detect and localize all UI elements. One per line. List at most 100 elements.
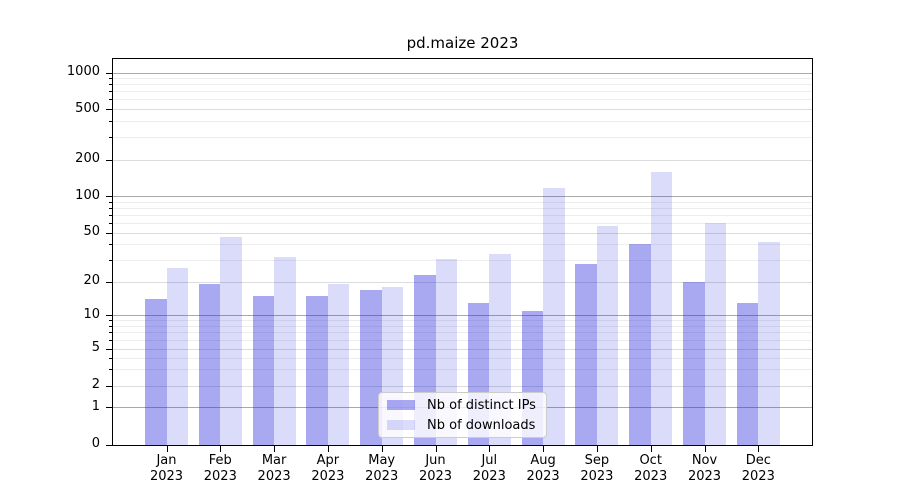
bar-downloads-mar (274, 256, 296, 445)
x-tick (274, 446, 276, 452)
y-tick-label: 200 (75, 151, 100, 166)
bar-distinct-ips-may (360, 289, 382, 445)
y-tick (106, 232, 113, 234)
y-tick (106, 407, 113, 408)
y-tick (106, 348, 113, 350)
x-tick-label: Jan 2023 (149, 453, 184, 484)
gridline-minor (113, 339, 812, 341)
legend-item-distinct-ips: Nb of distinct IPs (387, 396, 546, 414)
x-tick (327, 446, 329, 452)
gridline-sub (113, 281, 812, 283)
y-tick-label: 1000 (66, 64, 100, 79)
y-tick (106, 315, 113, 316)
x-tick-label: May 2023 (365, 453, 399, 484)
gridline-minor (113, 259, 812, 261)
y-minor-tick (109, 259, 113, 261)
y-tick-label: 50 (83, 224, 100, 239)
x-tick-label: Jul 2023 (472, 453, 506, 484)
y-minor-tick (109, 78, 113, 80)
y-tick (106, 281, 113, 283)
y-tick-label: 5 (91, 340, 100, 355)
y-minor-tick (109, 325, 113, 327)
y-tick-label: 10 (83, 306, 100, 322)
gridline-sub (113, 232, 812, 234)
bar-downloads-nov (704, 222, 726, 445)
gridline-sub (113, 109, 812, 110)
bar-distinct-ips-jan (145, 299, 167, 445)
bar-distinct-ips-mar (252, 295, 275, 445)
y-tick (106, 385, 113, 387)
y-minor-tick (109, 201, 113, 203)
x-tick-label: Sep 2023 (580, 453, 614, 484)
gridline-sub (113, 385, 812, 387)
plot-area (112, 58, 813, 446)
y-tick (106, 72, 113, 74)
x-tick-label: Apr 2023 (311, 453, 345, 484)
x-tick (596, 446, 598, 452)
gridline-minor (113, 320, 812, 322)
gridline-minor (113, 201, 812, 203)
legend-item-downloads: Nb of downloads (387, 416, 546, 434)
gridline-minor (113, 214, 812, 216)
gridline-minor (113, 99, 812, 101)
y-minor-tick (109, 84, 113, 86)
y-tick-label: 0 (91, 436, 100, 451)
y-tick (106, 159, 113, 161)
gridline-minor (113, 84, 812, 86)
gridline-minor (113, 121, 812, 123)
y-minor-tick (109, 222, 113, 224)
x-tick-label: Jun 2023 (418, 453, 453, 484)
legend-swatch-distinct-ips (387, 400, 415, 410)
gridline-sub (113, 348, 812, 350)
x-tick (758, 446, 760, 452)
chart-title: pd.maize 2023 (406, 34, 519, 52)
x-tick (704, 446, 706, 452)
bar-distinct-ips-apr (306, 295, 328, 445)
x-tick (543, 446, 545, 452)
y-minor-tick (109, 332, 113, 334)
y-minor-tick (109, 369, 113, 371)
x-tick (166, 446, 168, 452)
y-tick (106, 109, 113, 110)
gridline-minor (113, 78, 812, 80)
legend-label-distinct-ips: Nb of distinct IPs (427, 397, 536, 413)
y-minor-tick (109, 320, 113, 322)
y-minor-tick (109, 91, 113, 93)
bar-distinct-ips-sep (575, 264, 597, 445)
y-minor-tick (109, 137, 113, 139)
gridline-minor (113, 91, 812, 93)
gridline-minor (113, 357, 812, 359)
bar-downloads-jan (166, 267, 188, 445)
gridline-major (113, 315, 812, 316)
gridline-minor (113, 137, 812, 139)
y-minor-tick (109, 357, 113, 359)
y-minor-tick (109, 207, 113, 209)
bar-downloads-aug (543, 187, 565, 445)
bar-distinct-ips-nov (683, 282, 705, 445)
y-tick-label: 100 (75, 187, 100, 203)
y-tick-label: 1 (91, 398, 100, 414)
y-tick-label: 20 (83, 273, 100, 288)
gridline-minor (113, 222, 812, 224)
gridline-minor (113, 332, 812, 334)
x-tick (435, 446, 437, 452)
legend-swatch-downloads (387, 420, 415, 430)
gridline-major (113, 196, 812, 198)
gridline-minor (113, 244, 812, 246)
x-tick (381, 446, 383, 452)
bar-distinct-ips-oct (629, 243, 651, 445)
x-tick-label: Dec 2023 (741, 453, 775, 484)
bar-distinct-ips-feb (198, 284, 221, 445)
x-tick (220, 446, 222, 452)
x-tick-label: Mar 2023 (257, 453, 291, 484)
bar-downloads-apr (327, 284, 350, 445)
y-tick-label: 2 (91, 377, 100, 392)
x-tick (489, 446, 491, 452)
gridline-minor (113, 325, 812, 327)
y-minor-tick (109, 244, 113, 246)
bar-downloads-sep (596, 226, 619, 445)
y-tick (106, 444, 113, 446)
gridline-minor (113, 207, 812, 209)
bar-distinct-ips-dec (736, 302, 759, 445)
